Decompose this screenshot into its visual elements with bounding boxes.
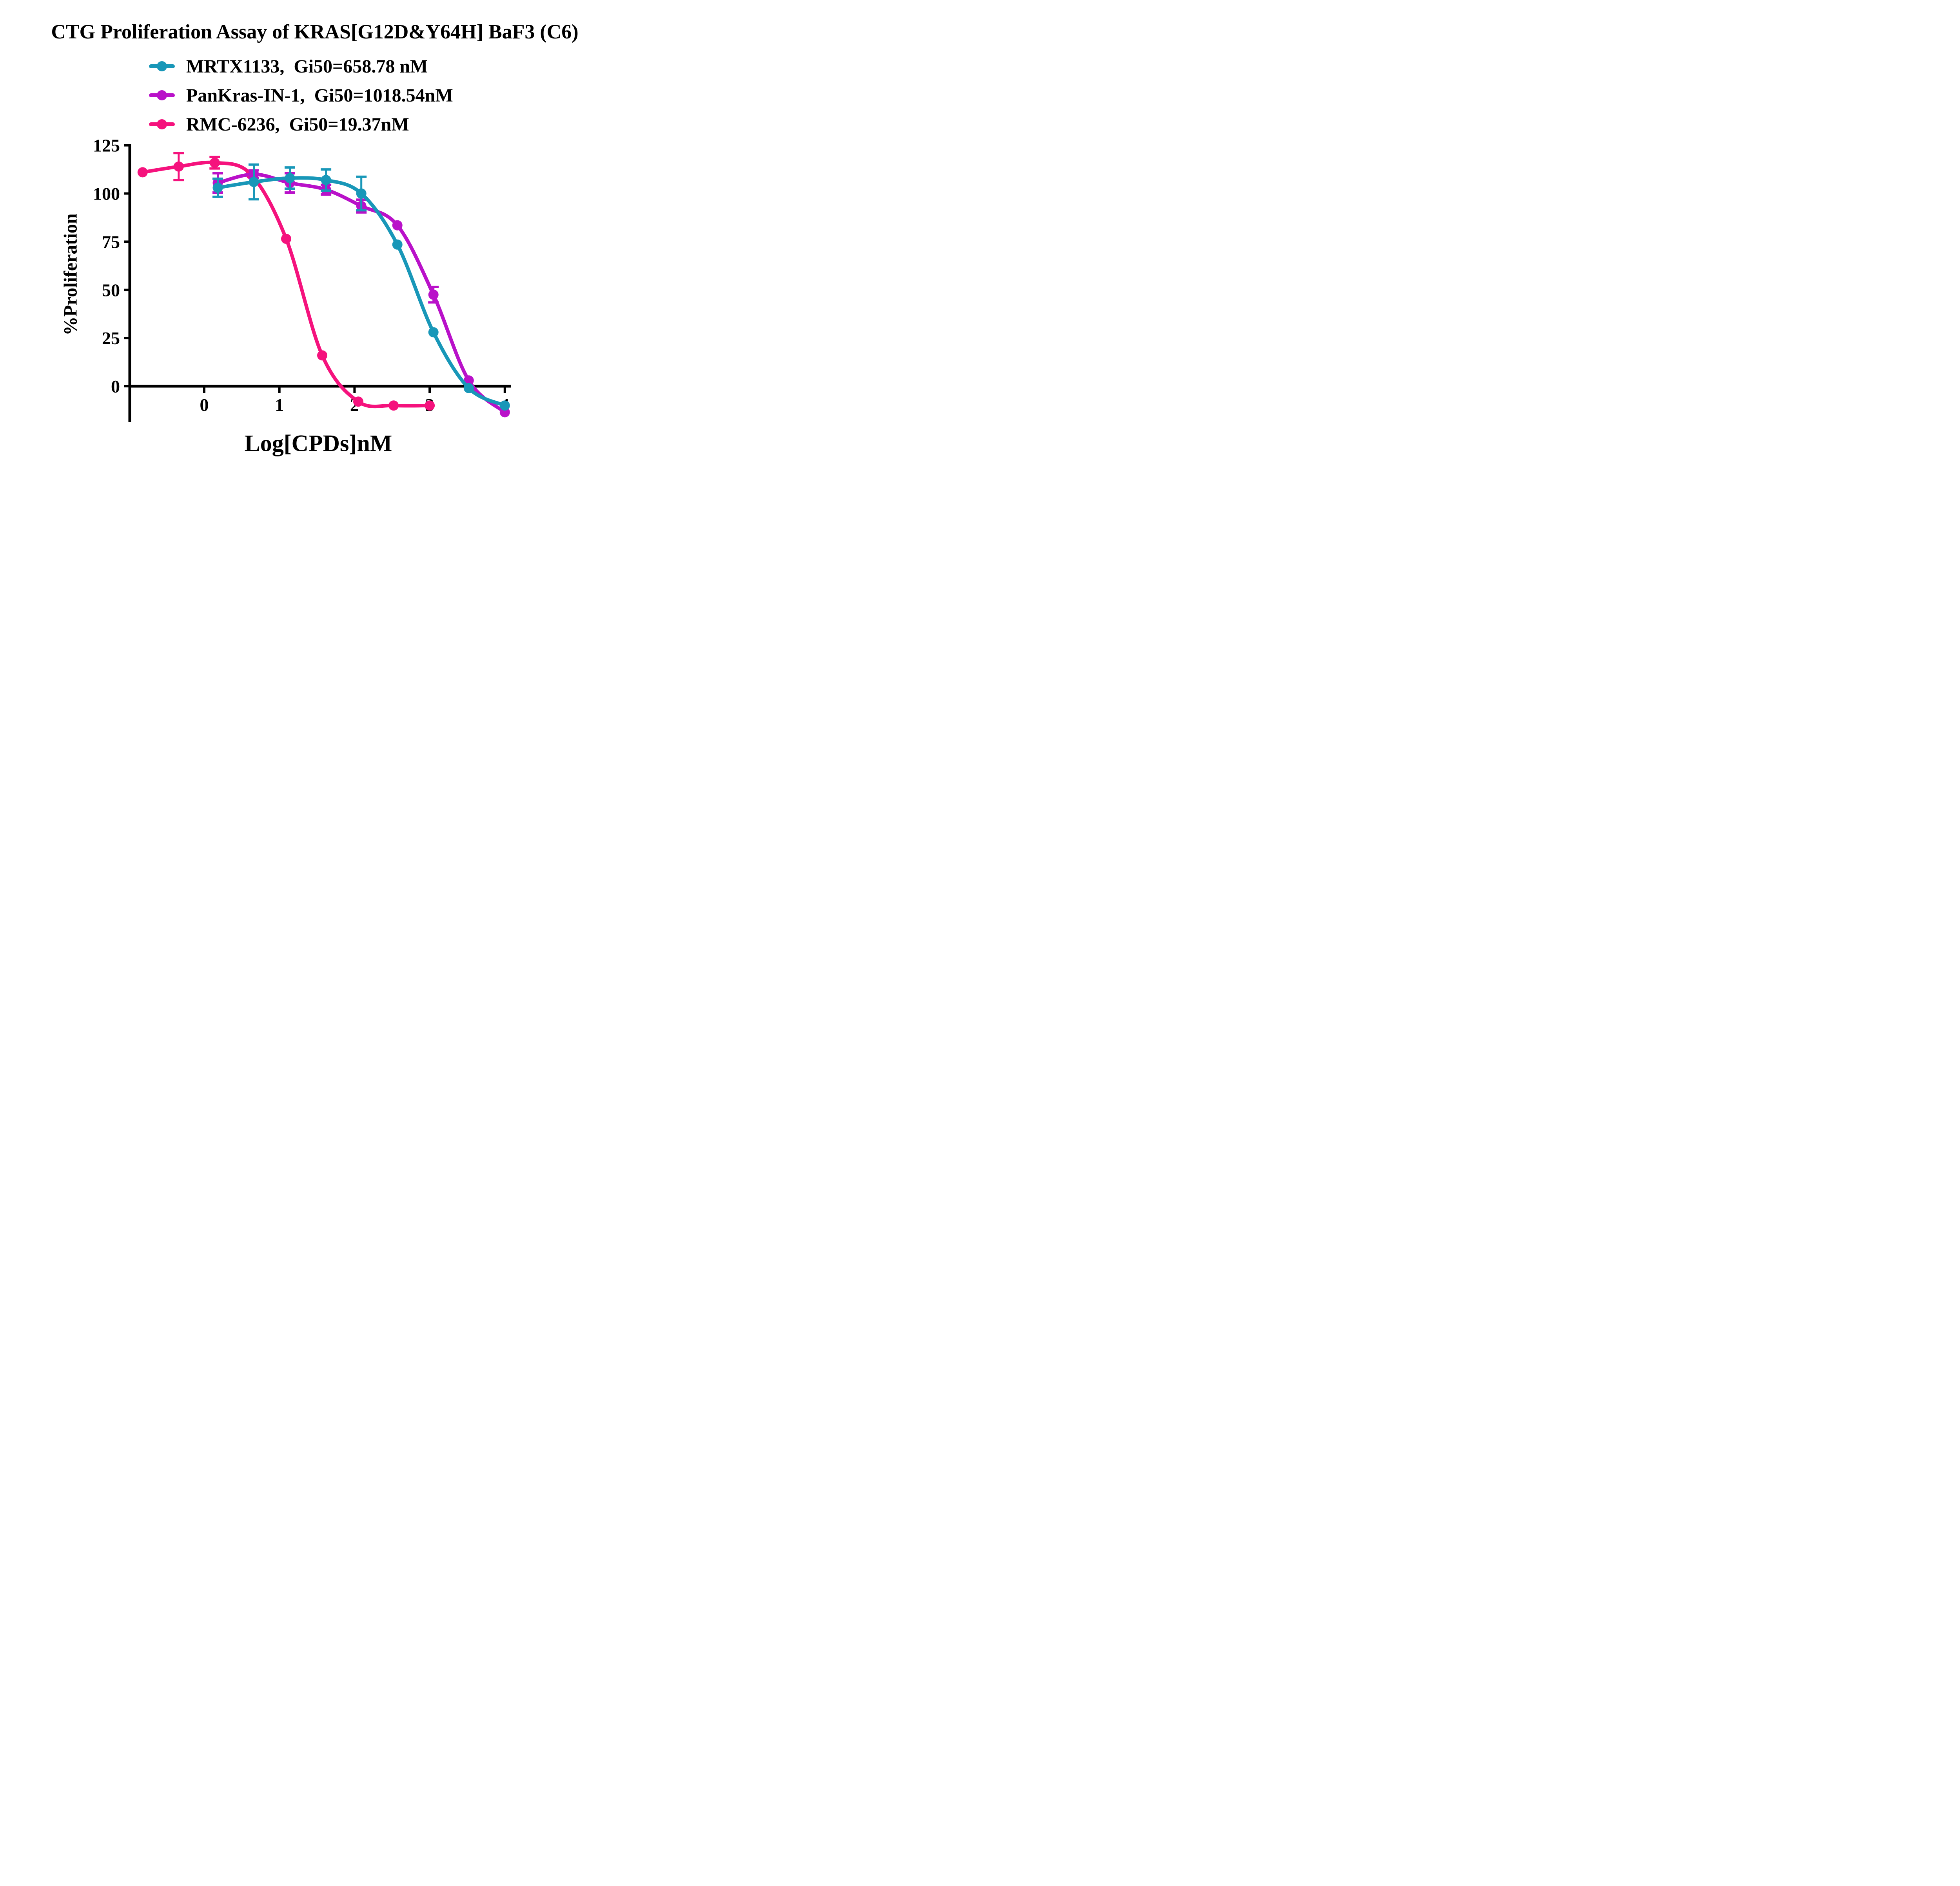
legend-marker-icon — [149, 119, 175, 129]
y-tick-label: 125 — [93, 136, 120, 156]
data-point-MRTX1133 — [392, 239, 403, 250]
legend-item: RMC-6236, Gi50=19.37nM — [149, 110, 453, 139]
chart-title: CTG Proliferation Assay of KRAS[G12D&Y64… — [51, 21, 579, 43]
data-point-MRTX1133 — [428, 327, 439, 338]
legend-marker-icon — [149, 90, 175, 100]
data-point-RMC-6236 — [388, 400, 399, 411]
figure: CTG Proliferation Assay of KRAS[G12D&Y64… — [0, 0, 630, 471]
x-tick-label: 1 — [275, 395, 284, 415]
y-tick-label: 25 — [102, 328, 120, 348]
legend-item-label: MRTX1133, Gi50=658.78 nM — [186, 56, 428, 77]
data-point-MRTX1133 — [356, 188, 367, 199]
legend-item-label: RMC-6236, Gi50=19.37nM — [186, 114, 409, 135]
x-tick-label: 0 — [200, 395, 209, 415]
legend-item-label: PanKras-IN-1, Gi50=1018.54nM — [186, 85, 453, 106]
data-point-PanKras-IN-1 — [392, 220, 403, 231]
data-point-MRTX1133 — [321, 175, 331, 185]
y-tick-label: 75 — [102, 232, 120, 252]
y-axis-title: %Proliferation — [60, 213, 81, 336]
x-axis-title: Log[CPDs]nM — [244, 430, 392, 456]
data-point-MRTX1133 — [212, 182, 223, 193]
data-point-MRTX1133 — [499, 400, 510, 411]
data-point-RMC-6236 — [353, 396, 363, 407]
fit-curve-MRTX1133 — [216, 176, 507, 407]
data-point-RMC-6236 — [317, 350, 327, 361]
y-tick-label: 0 — [111, 376, 120, 396]
legend-marker-icon — [149, 61, 175, 71]
data-point-MRTX1133 — [285, 173, 295, 184]
data-point-RMC-6236 — [137, 167, 148, 178]
data-point-MRTX1133 — [249, 177, 259, 187]
data-point-RMC-6236 — [209, 157, 220, 168]
legend-item: PanKras-IN-1, Gi50=1018.54nM — [149, 81, 453, 110]
legend-item: MRTX1133, Gi50=658.78 nM — [149, 52, 453, 81]
legend: MRTX1133, Gi50=658.78 nM PanKras-IN-1, Gi… — [149, 52, 453, 139]
fit-curve-RMC-6236 — [141, 160, 432, 409]
plot-area: 025507510012501234 — [93, 136, 511, 422]
data-point-PanKras-IN-1 — [428, 289, 439, 300]
data-point-RMC-6236 — [281, 234, 291, 244]
y-tick-label: 100 — [93, 184, 120, 204]
y-tick-label: 50 — [102, 280, 120, 300]
data-point-RMC-6236 — [425, 400, 435, 411]
data-point-MRTX1133 — [463, 383, 474, 393]
data-point-RMC-6236 — [173, 161, 184, 172]
